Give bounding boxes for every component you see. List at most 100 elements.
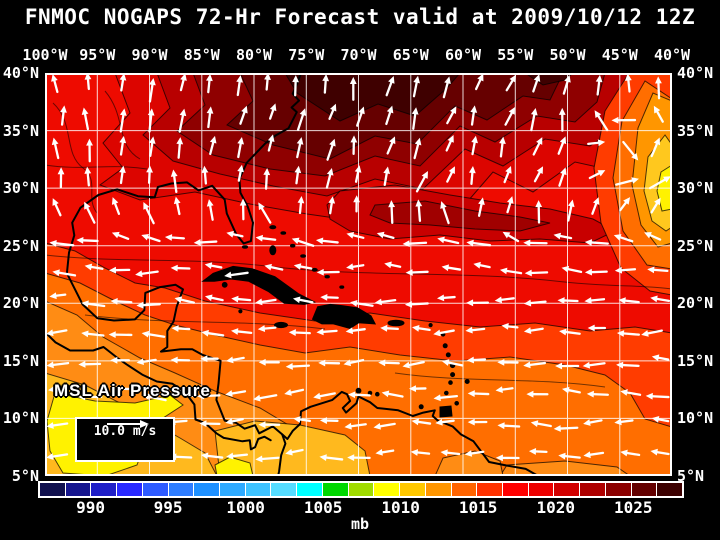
wind-arrow	[226, 356, 245, 364]
wind-arrow	[386, 136, 396, 155]
wind-arrow	[655, 76, 662, 100]
lat-tick-label-left: 15°N	[2, 351, 39, 370]
colorbar-cell	[631, 483, 657, 496]
wind-arrow	[583, 451, 605, 459]
wind-arrow	[76, 236, 99, 244]
wind-arrow	[586, 390, 609, 398]
wind-arrow	[588, 170, 606, 180]
wind-arrow	[408, 385, 427, 393]
wind-arrow	[470, 105, 478, 126]
colorbar-cell	[220, 483, 245, 496]
wind-arrow	[651, 416, 670, 423]
colorbar-tick-label: 1005	[303, 498, 343, 517]
map-canvas: MSL Air Pressure 10.0 m/s	[45, 73, 672, 476]
colorbar-cell	[605, 483, 631, 496]
wind-arrow	[204, 294, 224, 302]
wind-arrow	[193, 239, 218, 246]
lat-tick-label-left: 35°N	[2, 121, 39, 140]
lat-tick-label-left: 30°N	[2, 179, 39, 198]
wind-arrow	[528, 448, 548, 455]
wind-arrow	[206, 73, 213, 94]
wind-arrow	[523, 361, 547, 369]
wind-arrow	[46, 422, 69, 429]
wind-arrow	[495, 386, 514, 393]
wind-arrow	[594, 110, 609, 132]
wind-arrow	[179, 73, 187, 92]
lon-tick-label: 100°W	[22, 46, 68, 64]
wind-arrow	[173, 389, 195, 398]
colorbar-tick-label: 1015	[458, 498, 498, 517]
wind-arrow	[402, 360, 425, 369]
colorbar-cell	[528, 483, 554, 496]
wind-arrow	[111, 197, 121, 216]
wind-arrow	[201, 165, 209, 185]
wind-arrow	[226, 452, 249, 460]
wind-arrow	[142, 393, 167, 402]
wind-arrow	[146, 165, 153, 184]
wind-arrow	[170, 264, 191, 272]
lat-tick-label-left: 40°N	[2, 64, 39, 82]
wind-arrow	[49, 292, 67, 300]
wind-arrow	[619, 197, 631, 212]
wind-arrow	[650, 137, 661, 158]
wind-arrow	[504, 106, 516, 126]
wind-arrow	[381, 390, 404, 398]
wind-arrow	[253, 394, 278, 402]
wind-arrow	[467, 418, 488, 426]
wind-arrow	[557, 297, 579, 304]
wind-arrow	[292, 75, 299, 97]
wind-arrow	[284, 388, 305, 396]
wind-arrow	[264, 73, 271, 91]
wind-arrow	[285, 448, 304, 456]
colorbar-tick-label: 1000	[226, 498, 265, 517]
wind-arrow	[384, 261, 402, 269]
wind-arrow	[141, 330, 166, 338]
wind-arrow	[296, 137, 304, 159]
lat-tick-label-right: 35°N	[677, 121, 714, 140]
wind-arrow	[316, 328, 338, 336]
wind-arrow	[257, 325, 277, 332]
wind-arrow	[650, 448, 670, 456]
wind-arrow	[385, 75, 395, 97]
wind-arrow	[446, 166, 455, 183]
colorbar-cell	[40, 483, 65, 496]
wind-arrow	[231, 295, 252, 303]
wind-arrow	[533, 166, 544, 183]
wind-arrow	[468, 165, 476, 185]
wind-arrow	[583, 419, 603, 426]
wind-arrow	[410, 449, 431, 456]
wind-arrow	[473, 261, 491, 269]
colorbar-cell	[297, 483, 322, 496]
wind-arrow	[258, 358, 280, 366]
wind-arrow	[499, 267, 523, 275]
wind-arrow	[524, 269, 549, 277]
wind-arrow	[647, 266, 669, 274]
wind-arrow	[441, 264, 462, 272]
wind-arrow	[343, 358, 365, 367]
wind-arrow	[446, 106, 457, 125]
wind-arrow	[147, 108, 155, 133]
wind-arrow	[171, 325, 191, 332]
wind-arrow	[206, 106, 214, 129]
lat-tick-label-right: 10°N	[677, 409, 714, 428]
wind-arrow	[119, 165, 126, 185]
wind-arrow	[86, 138, 93, 163]
wind-arrow	[199, 420, 221, 428]
wind-arrow	[285, 363, 311, 370]
colorbar-cell	[322, 483, 348, 496]
wind-arrow	[653, 105, 664, 123]
wind-arrow	[644, 232, 662, 241]
wind-arrow	[530, 107, 538, 132]
wind-arrow	[52, 198, 62, 217]
wind-arrow	[119, 73, 127, 92]
wind-arrow	[505, 74, 517, 92]
wind-arrow	[532, 137, 543, 156]
wind-arrow	[501, 323, 519, 330]
wind-arrow	[315, 237, 339, 245]
wind-arrow	[464, 450, 485, 457]
wind-arrow	[650, 295, 671, 303]
wind-arrow	[561, 265, 583, 274]
wind-arrow	[402, 240, 428, 248]
wind-arrow	[110, 298, 133, 305]
wind-arrow	[51, 137, 60, 160]
